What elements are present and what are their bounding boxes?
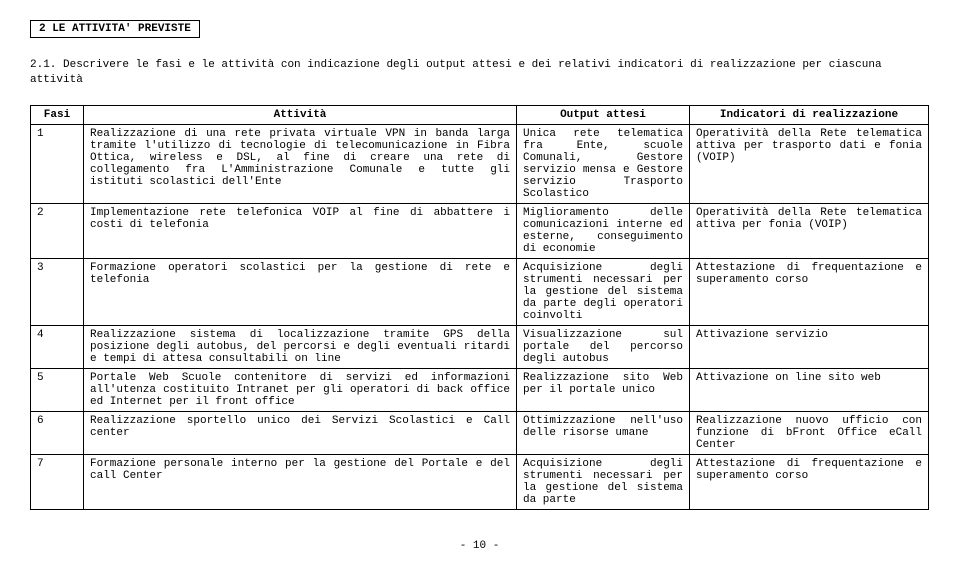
page-number: - 10 -	[30, 540, 929, 552]
cell-output: Unica rete telematica fra Ente, scuole C…	[517, 124, 690, 203]
table-header-row: Fasi Attività Output attesi Indicatori d…	[31, 105, 929, 124]
table-row: 4 Realizzazione sistema di localizzazion…	[31, 325, 929, 368]
header-output: Output attesi	[517, 105, 690, 124]
cell-output: Ottimizzazione nell'uso delle risorse um…	[517, 411, 690, 454]
cell-fase: 2	[31, 203, 84, 258]
section-title: 2 LE ATTIVITA' PREVISTE	[30, 20, 200, 38]
header-attivita: Attività	[84, 105, 517, 124]
header-fasi: Fasi	[31, 105, 84, 124]
cell-output: Visualizzazione sul portale del percorso…	[517, 325, 690, 368]
cell-attivita: Realizzazione sistema di localizzazione …	[84, 325, 517, 368]
cell-indicatori: Attestazione di frequentazione e superam…	[690, 454, 929, 509]
cell-fase: 5	[31, 368, 84, 411]
header-indicatori: Indicatori di realizzazione	[690, 105, 929, 124]
activities-table: Fasi Attività Output attesi Indicatori d…	[30, 105, 929, 510]
cell-attivita: Realizzazione sportello unico dei Serviz…	[84, 411, 517, 454]
cell-output: Miglioramento delle comunicazioni intern…	[517, 203, 690, 258]
cell-fase: 1	[31, 124, 84, 203]
cell-fase: 4	[31, 325, 84, 368]
cell-fase: 3	[31, 258, 84, 325]
table-row: 3 Formazione operatori scolastici per la…	[31, 258, 929, 325]
cell-output: Acquisizione degli strumenti necessari p…	[517, 258, 690, 325]
cell-attivita: Implementazione rete telefonica VOIP al …	[84, 203, 517, 258]
cell-indicatori: Operatività della Rete telematica attiva…	[690, 203, 929, 258]
cell-indicatori: Attivazione on line sito web	[690, 368, 929, 411]
table-row: 7 Formazione personale interno per la ge…	[31, 454, 929, 509]
cell-fase: 7	[31, 454, 84, 509]
cell-indicatori: Realizzazione nuovo ufficio con funzione…	[690, 411, 929, 454]
cell-attivita: Formazione operatori scolastici per la g…	[84, 258, 517, 325]
table-row: 2 Implementazione rete telefonica VOIP a…	[31, 203, 929, 258]
cell-attivita: Portale Web Scuole contenitore di serviz…	[84, 368, 517, 411]
cell-indicatori: Attestazione di frequentazione e superam…	[690, 258, 929, 325]
cell-output: Realizzazione sito Web per il portale un…	[517, 368, 690, 411]
cell-indicatori: Operatività della Rete telematica attiva…	[690, 124, 929, 203]
table-row: 6 Realizzazione sportello unico dei Serv…	[31, 411, 929, 454]
cell-attivita: Formazione personale interno per la gest…	[84, 454, 517, 509]
table-row: 1 Realizzazione di una rete privata virt…	[31, 124, 929, 203]
cell-fase: 6	[31, 411, 84, 454]
cell-attivita: Realizzazione di una rete privata virtua…	[84, 124, 517, 203]
cell-output: Acquisizione degli strumenti necessari p…	[517, 454, 690, 509]
table-row: 5 Portale Web Scuole contenitore di serv…	[31, 368, 929, 411]
cell-indicatori: Attivazione servizio	[690, 325, 929, 368]
subsection-description: 2.1. Descrivere le fasi e le attività co…	[30, 58, 929, 89]
